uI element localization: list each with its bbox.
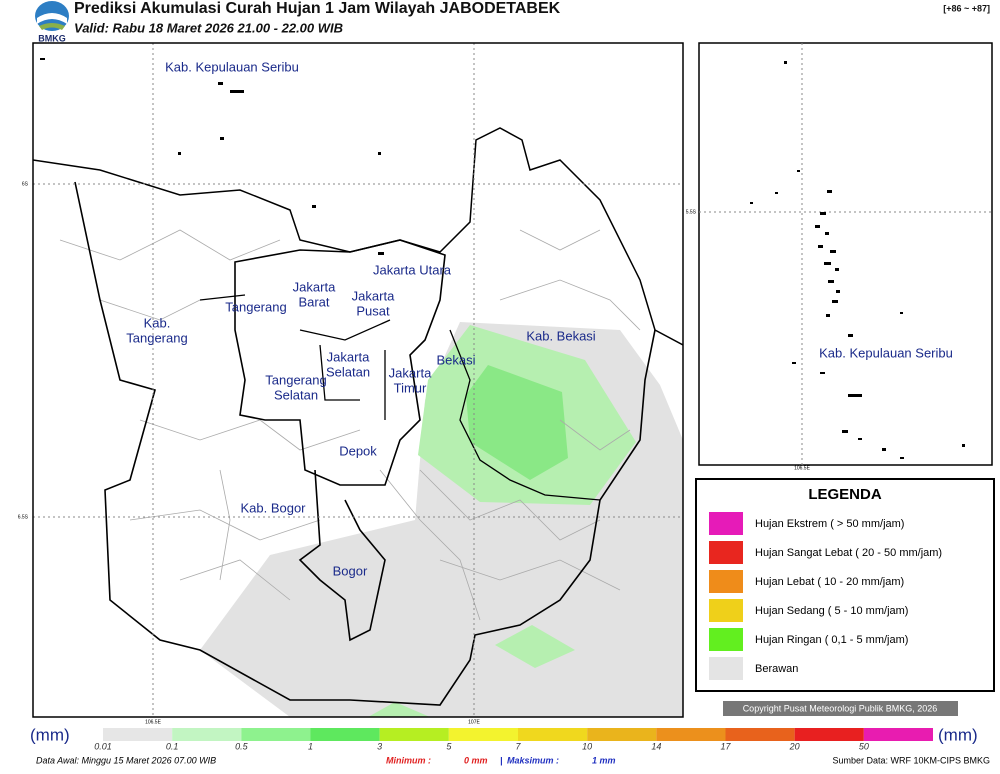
colorbar-label: 50 (859, 741, 869, 751)
region-label: Jakarta Utara (373, 262, 452, 277)
colorbar-label: 1 (308, 741, 313, 751)
colorbar: 0.01 0.1 0.5 1 3 5 7 10 14 17 20 50 (94, 728, 933, 751)
legend-label: Hujan Lebat ( 10 - 20 mm/jam) (755, 576, 904, 588)
region-label: Tangerang (126, 330, 187, 345)
region-label: Tangerang (225, 299, 286, 314)
unit-label: (mm) (30, 725, 70, 744)
lat-label: 6.5S (18, 514, 29, 520)
coastline (33, 127, 683, 346)
unit-label: (mm) (938, 725, 978, 744)
islands (40, 58, 384, 255)
copyright: Copyright Pusat Meteorologi Publik BMKG,… (743, 703, 938, 713)
colorbar-segment (172, 728, 242, 741)
lat-label: 6S (22, 181, 29, 187)
colorbar-segment (587, 728, 657, 741)
colorbar-label: 7 (515, 741, 521, 751)
district-lines (59, 229, 641, 621)
region-label: Kab. Bogor (240, 500, 306, 515)
max-value: 1 mm (592, 755, 616, 765)
colorbar-segment (448, 728, 518, 741)
region-label: Kab. Kepulauan Seribu (165, 59, 299, 74)
region-label: Selatan (274, 387, 318, 402)
legend-swatch (709, 599, 743, 622)
legend-label: Hujan Ringan ( 0,1 - 5 mm/jam) (755, 634, 908, 646)
legend-label: Berawan (755, 663, 798, 675)
colorbar-segment (863, 728, 933, 741)
legend-box (695, 478, 995, 692)
city-border (234, 239, 446, 642)
region-label: Depok (339, 443, 377, 458)
legend-swatch (709, 512, 743, 535)
region-label: Kab. Bekasi (526, 328, 595, 343)
region-border (74, 181, 656, 706)
colorbar-segment (725, 728, 795, 741)
colorbar-label: 14 (651, 741, 661, 751)
city-border (199, 294, 601, 501)
data-awal: Data Awal: Minggu 15 Maret 2026 07.00 WI… (36, 755, 216, 765)
region-label: Pusat (356, 303, 390, 318)
colorbar-segment (310, 728, 380, 741)
separator: | (500, 755, 503, 765)
min-value: 0 mm (464, 755, 488, 765)
map-frame (32, 42, 684, 718)
region-label: Kab. (144, 315, 171, 330)
region-label: Jakarta (352, 288, 395, 303)
lon-label: 106.5E (145, 719, 162, 725)
inset-label: Kab. Kepulauan Seribu (819, 345, 953, 360)
legend-label: Hujan Ekstrem ( > 50 mm/jam) (755, 518, 904, 530)
light-rain-area (368, 702, 430, 717)
colorbar-segment (103, 728, 173, 741)
colorbar-label: 10 (582, 741, 592, 751)
forecast-range: [+86 ~ +87] (943, 3, 990, 13)
colorbar-label: 5 (446, 741, 452, 751)
legend-title: LEGENDA (808, 486, 882, 503)
colorbar-segment (794, 728, 864, 741)
main-map: Kab. Kepulauan Seribu Jakarta Utara Jakart… (33, 43, 683, 717)
rain-area (466, 365, 568, 480)
light-rain-area (495, 625, 575, 668)
max-label: Maksimum : (507, 755, 559, 765)
lat-label: 5.5S (686, 209, 697, 215)
legend-swatch (709, 570, 743, 593)
legend-swatch (709, 657, 743, 680)
legend-swatch (709, 628, 743, 651)
source: Sumber Data: WRF 10KM-CIPS BMKG (832, 755, 990, 765)
region-label: Bogor (333, 563, 368, 578)
title: Prediksi Akumulasi Curah Hujan 1 Jam Wil… (74, 0, 561, 17)
colorbar-segment (518, 728, 588, 741)
region-label: Jakarta (327, 349, 370, 364)
map-labels: Kab. Kepulauan Seribu Jakarta Utara Jakart… (126, 59, 596, 578)
region-label: Barat (298, 294, 329, 309)
lon-label: 107E (468, 719, 480, 725)
copyright-box (723, 701, 958, 716)
colorbar-label: 20 (789, 741, 800, 751)
colorbar-label: 0.5 (235, 741, 249, 751)
inset-map: Kab. Kepulauan Seribu 5.5S 106.5E (686, 42, 993, 471)
legend-items: Hujan Ekstrem ( > 50 mm/jam) Hujan Sangat… (709, 512, 942, 680)
min-label: Minimum : (386, 755, 431, 765)
legend-label: Hujan Sangat Lebat ( 20 - 50 mm/jam) (755, 547, 942, 559)
logo: BMKG (35, 1, 69, 43)
logo-text: BMKG (38, 33, 66, 43)
colorbar-label: 3 (377, 741, 382, 751)
colorbar-segment (241, 728, 311, 741)
region-label: Timur (394, 380, 427, 395)
colorbar-label: 0.1 (166, 741, 179, 751)
colorbar-segment (656, 728, 726, 741)
legend-label: Hujan Sedang ( 5 - 10 mm/jam) (755, 605, 908, 617)
valid-time: Valid: Rabu 18 Maret 2026 21.00 - 22.00 … (74, 20, 343, 35)
colorbar-segment (379, 728, 449, 741)
region-label: Jakarta (389, 365, 432, 380)
region-label: Selatan (326, 364, 370, 379)
legend-swatch (709, 541, 743, 564)
region-label: Tangerang (265, 372, 326, 387)
colorbar-label: 17 (720, 741, 731, 751)
colorbar-label: 0.01 (94, 741, 112, 751)
region-label: Jakarta (293, 279, 336, 294)
lon-label: 106.5E (794, 465, 811, 471)
region-label: Bekasi (436, 352, 475, 367)
